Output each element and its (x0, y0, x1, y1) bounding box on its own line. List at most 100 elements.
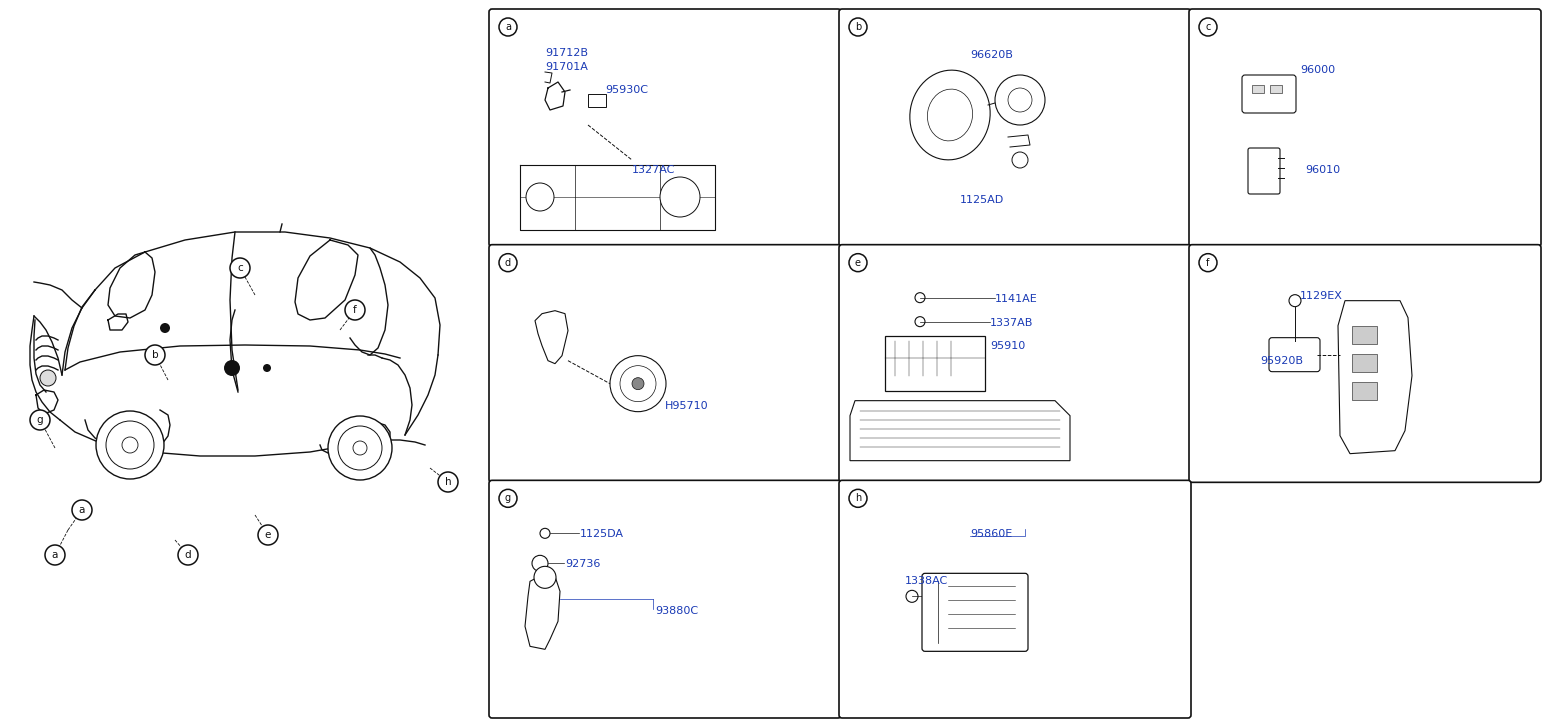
Circle shape (499, 254, 517, 272)
Circle shape (263, 364, 271, 372)
Text: b: b (152, 350, 158, 360)
Text: 1338AC: 1338AC (905, 577, 948, 587)
Circle shape (531, 555, 548, 571)
Circle shape (225, 360, 240, 376)
Text: e: e (855, 257, 861, 268)
FancyBboxPatch shape (840, 245, 1191, 482)
Polygon shape (525, 574, 561, 649)
Circle shape (534, 566, 556, 588)
Circle shape (438, 472, 459, 492)
Polygon shape (850, 401, 1070, 461)
Circle shape (1289, 294, 1301, 307)
Circle shape (610, 356, 666, 411)
Polygon shape (534, 310, 568, 364)
Circle shape (849, 18, 867, 36)
FancyBboxPatch shape (1242, 75, 1297, 113)
Circle shape (1199, 18, 1218, 36)
Circle shape (1199, 254, 1218, 272)
Circle shape (229, 258, 249, 278)
Polygon shape (1338, 301, 1413, 454)
Text: 1125DA: 1125DA (579, 529, 624, 539)
Text: 91701A: 91701A (545, 62, 589, 72)
Circle shape (994, 75, 1046, 125)
Circle shape (499, 489, 517, 507)
Text: 1327AC: 1327AC (632, 165, 675, 175)
Bar (589, 94, 606, 107)
FancyBboxPatch shape (1269, 337, 1320, 371)
Circle shape (849, 489, 867, 507)
Bar (1252, 85, 1264, 93)
Circle shape (259, 525, 277, 545)
Text: 1125AD: 1125AD (960, 195, 1004, 205)
Text: 95910: 95910 (990, 341, 1025, 350)
Circle shape (353, 441, 367, 455)
Text: 91712B: 91712B (545, 48, 589, 58)
Text: b: b (855, 22, 861, 32)
FancyBboxPatch shape (840, 9, 1191, 246)
Text: 96620B: 96620B (970, 50, 1013, 60)
Text: 96000: 96000 (1300, 65, 1335, 75)
Bar (884, 336, 985, 390)
Bar (1352, 353, 1377, 371)
Circle shape (527, 183, 555, 211)
Text: a: a (505, 22, 511, 32)
Circle shape (122, 437, 138, 453)
Text: 1141AE: 1141AE (994, 294, 1038, 304)
Text: 93880C: 93880C (655, 606, 699, 616)
FancyBboxPatch shape (922, 574, 1029, 651)
Circle shape (105, 421, 153, 469)
Circle shape (96, 411, 164, 479)
Text: h: h (855, 494, 861, 503)
Text: c: c (237, 263, 243, 273)
Text: c: c (1205, 22, 1211, 32)
Circle shape (1008, 88, 1032, 112)
Circle shape (499, 18, 517, 36)
Text: 95920B: 95920B (1259, 356, 1303, 366)
Bar (1270, 85, 1283, 93)
Circle shape (328, 416, 392, 480)
FancyBboxPatch shape (489, 481, 841, 718)
Circle shape (45, 545, 65, 565)
Circle shape (632, 377, 644, 390)
Circle shape (906, 590, 919, 603)
Ellipse shape (928, 89, 973, 141)
Circle shape (29, 410, 50, 430)
Circle shape (338, 426, 383, 470)
Text: d: d (184, 550, 192, 560)
Text: d: d (505, 257, 511, 268)
Circle shape (660, 177, 700, 217)
FancyBboxPatch shape (840, 481, 1191, 718)
Circle shape (71, 500, 91, 520)
Circle shape (1011, 152, 1029, 168)
Circle shape (160, 323, 170, 333)
FancyBboxPatch shape (1248, 148, 1279, 194)
Text: f: f (353, 305, 356, 315)
Ellipse shape (909, 70, 990, 160)
FancyBboxPatch shape (1190, 9, 1541, 246)
Text: f: f (1207, 257, 1210, 268)
Text: 95930C: 95930C (606, 85, 647, 95)
Circle shape (541, 529, 550, 538)
FancyBboxPatch shape (489, 245, 841, 482)
Circle shape (620, 366, 655, 401)
Circle shape (849, 254, 867, 272)
Text: 95860E: 95860E (970, 529, 1011, 539)
Bar (1352, 382, 1377, 400)
FancyBboxPatch shape (489, 9, 841, 246)
Text: g: g (37, 415, 43, 425)
Text: 1129EX: 1129EX (1300, 291, 1343, 301)
Bar (1352, 326, 1377, 344)
Text: 96010: 96010 (1304, 165, 1340, 175)
Text: H95710: H95710 (665, 401, 708, 411)
Circle shape (146, 345, 166, 365)
Circle shape (915, 293, 925, 302)
Text: 1337AB: 1337AB (990, 318, 1033, 328)
Text: g: g (505, 494, 511, 503)
Circle shape (345, 300, 366, 320)
Text: e: e (265, 530, 271, 540)
Circle shape (178, 545, 198, 565)
Text: 92736: 92736 (565, 559, 601, 569)
Text: h: h (445, 477, 451, 487)
Circle shape (40, 370, 56, 386)
Circle shape (915, 317, 925, 326)
